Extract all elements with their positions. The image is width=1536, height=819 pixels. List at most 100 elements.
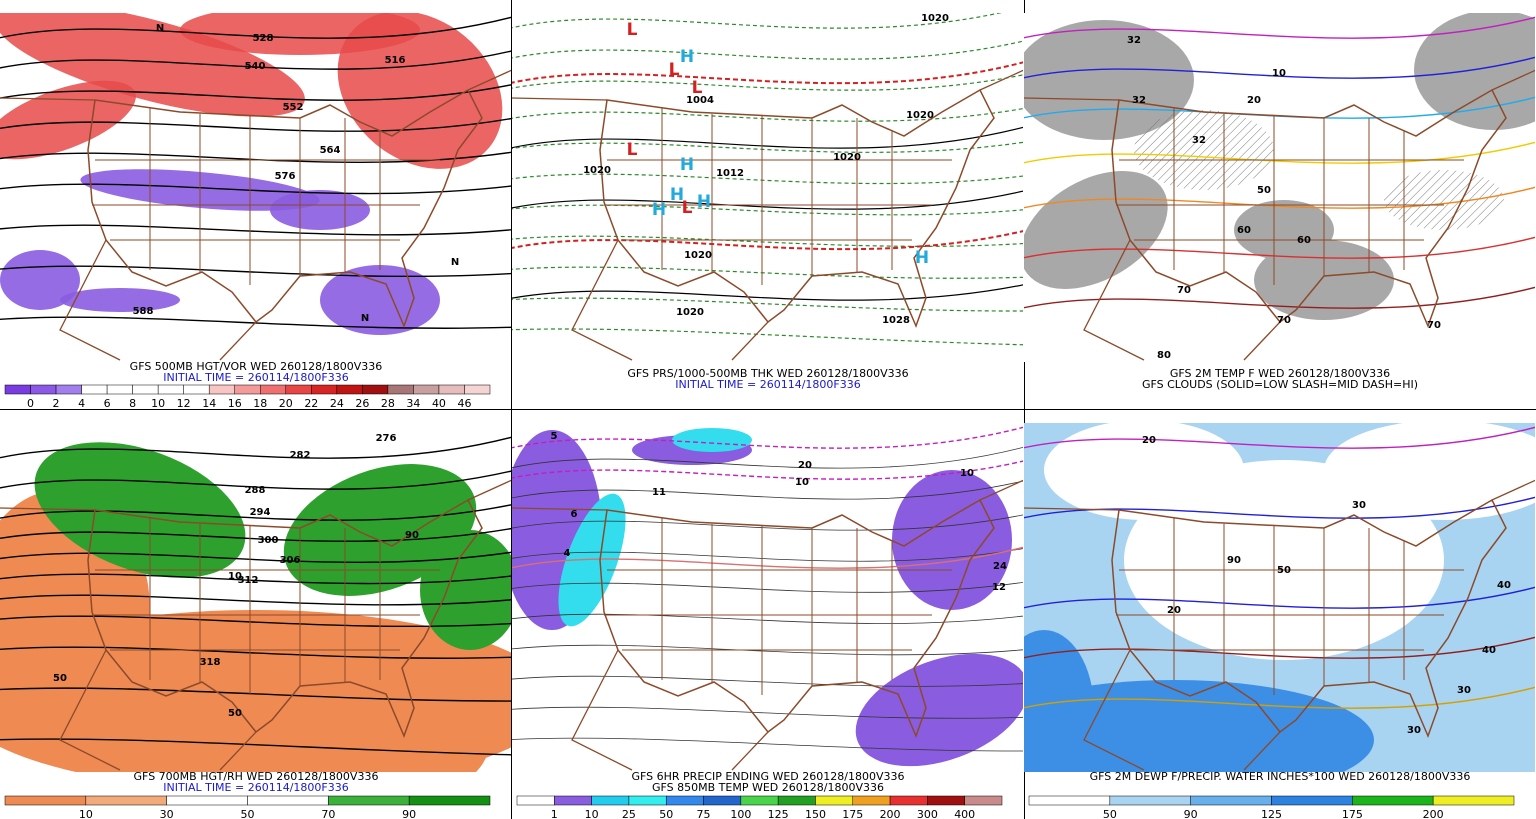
- colorbar-swatch: [260, 384, 287, 395]
- colorbar-label: 4: [78, 397, 85, 410]
- colorbar-swatch: [1190, 795, 1272, 806]
- caption: GFS 2M TEMP F WED 260128/1800V336: [1170, 367, 1390, 380]
- colorbar-swatch: [889, 795, 928, 806]
- map-label: 588: [133, 306, 154, 317]
- colorbar-swatch: [464, 384, 491, 395]
- caption: GFS 850MB TEMP WED 260128/1800V336: [652, 781, 884, 794]
- map-label: 20: [1142, 435, 1156, 446]
- colorbar-swatch: [311, 384, 338, 395]
- panel: 5 6 4 11 10 24 12 20 10 GFS 6HR PRECIP ENDING WED…: [512, 423, 1023, 819]
- colorbar-label: 2: [53, 397, 60, 410]
- colorbar-swatch: [328, 795, 410, 806]
- map-label: 1020: [583, 165, 611, 176]
- colorbar-label: 70: [321, 808, 335, 819]
- contour-line: [0, 84, 511, 101]
- colorbar-swatch: [4, 384, 31, 395]
- shaded-area: [420, 530, 511, 650]
- contour-line: [512, 460, 1023, 480]
- colorbar-swatch: [234, 384, 261, 395]
- colorbar-swatch: [362, 384, 389, 395]
- map-label: 70: [1427, 320, 1441, 331]
- contour-line: [512, 548, 1023, 562]
- colorbar-label: 1: [551, 808, 558, 819]
- contour-line: [512, 546, 1023, 569]
- contour-line: [0, 504, 511, 521]
- us-outline: [87, 88, 483, 329]
- shaded-area: [34, 442, 246, 578]
- contour-line: [512, 61, 1023, 85]
- map-label: L: [669, 60, 680, 80]
- map-label: 32: [1192, 135, 1206, 146]
- colorbar-label: 6: [104, 397, 111, 410]
- colorbar-label: 50: [659, 808, 673, 819]
- contour-line: [0, 738, 511, 756]
- map-label: 6: [571, 509, 578, 520]
- map-label: 516: [385, 55, 406, 66]
- state-lines: [604, 108, 952, 285]
- map-label: 20: [1167, 605, 1181, 616]
- map-label: N: [156, 23, 164, 34]
- caption: GFS PRS/1000-500MB THK WED 260128/1800V3…: [627, 367, 908, 380]
- shaded-area: [855, 653, 1023, 767]
- colorbar-label: 28: [381, 397, 395, 410]
- caption: GFS 2M DEWP F/PRECIP. WATER INCHES*100 W…: [1090, 770, 1471, 783]
- contour-line: [512, 480, 1023, 500]
- colorbar-label: 150: [805, 808, 826, 819]
- contour-line: [1024, 426, 1535, 449]
- contour-line: [1024, 16, 1535, 39]
- contour-line: [1024, 496, 1535, 519]
- map-label: 12: [992, 582, 1006, 593]
- shaded-area: [1044, 423, 1244, 520]
- contour-line: [512, 581, 1023, 593]
- contour-line: [1024, 286, 1535, 309]
- map: 102010041012102010201028102010201020LLLL…: [512, 13, 1023, 362]
- shaded-area: [1414, 13, 1535, 130]
- colorbar-label: 8: [129, 397, 136, 410]
- map-label: H: [652, 200, 666, 220]
- colorbar-label: 90: [402, 808, 416, 819]
- map-label: 30: [1457, 685, 1471, 696]
- contour-line: [0, 183, 511, 195]
- map-label: 10: [960, 468, 974, 479]
- shaded-area: [0, 250, 80, 310]
- colorbar-swatch: [1352, 795, 1434, 806]
- map-label: 1028: [882, 315, 910, 326]
- contour-line: [0, 470, 511, 490]
- colorbar-label: 16: [228, 397, 242, 410]
- colorbar-label: 100: [730, 808, 751, 819]
- state-lines: [604, 518, 952, 695]
- map-label: L: [627, 20, 638, 40]
- map-label: N: [451, 257, 459, 268]
- contour-line: [512, 446, 1023, 469]
- shaded-area: [60, 288, 180, 312]
- contour-line: [512, 675, 1023, 687]
- contour-line: [512, 426, 1023, 449]
- map-label: 20: [798, 460, 812, 471]
- map-label: 1020: [906, 110, 934, 121]
- contour-line: [0, 527, 511, 542]
- map-label: H: [697, 192, 711, 212]
- map-label: 1020: [676, 307, 704, 318]
- contour-line: [1024, 636, 1535, 659]
- shaded-area: [1254, 240, 1394, 320]
- colorbar-label: 22: [304, 397, 318, 410]
- colorbar-swatch: [815, 795, 854, 806]
- colorbar-label: 175: [842, 808, 863, 819]
- contour-line: [0, 687, 511, 702]
- map-label: 318: [200, 657, 221, 668]
- map: 5 6 4 11 10 24 12 20 10: [512, 423, 1023, 772]
- map-label: 50: [1277, 565, 1291, 576]
- contour-line: [512, 74, 1023, 91]
- country-border: [1024, 69, 1535, 361]
- map-label: 10: [795, 477, 809, 488]
- map-label: 276: [376, 433, 397, 444]
- map-label: 32: [1127, 35, 1141, 46]
- contour-line: [0, 117, 511, 132]
- map-label: 1004: [686, 95, 714, 106]
- map-label: 306: [280, 555, 301, 566]
- contour-line: [512, 706, 1023, 719]
- colorbar-swatch: [30, 384, 57, 395]
- colorbar-swatch: [387, 384, 414, 395]
